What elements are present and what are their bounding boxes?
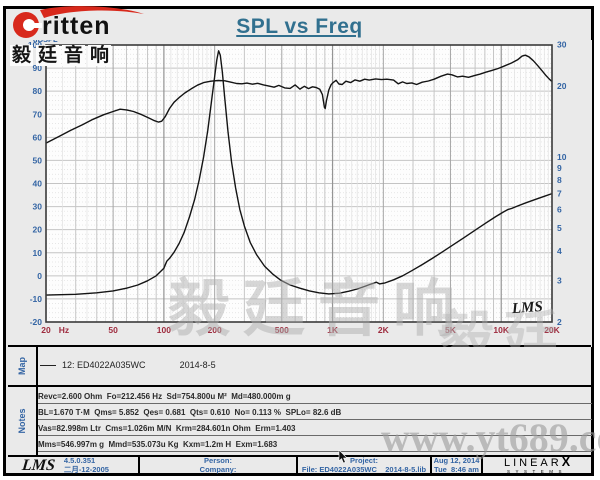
divider-notes-footer (8, 455, 591, 457)
svg-text:8: 8 (557, 175, 562, 185)
svg-text:6: 6 (557, 204, 562, 214)
footer-date-cell: Aug 12, 2014 Tue 8:46 am (432, 457, 483, 474)
app-version-date: 二月-12-2005 (63, 464, 109, 474)
svg-text:2K: 2K (378, 325, 390, 335)
notes-line-2: BL=1.670 T·M Qms= 5.852 Qes= 0.681 Qts= … (38, 407, 592, 420)
status-bar: LMS 4.5.0.351 二月-12-2005 Person: Company… (8, 457, 591, 474)
legend-curve-label: 12: ED4022A035WC (62, 360, 146, 370)
svg-text:20: 20 (41, 325, 51, 335)
svg-text:9: 9 (557, 163, 562, 173)
app-version: 4.5.0.351 (63, 457, 96, 465)
spl-freq-chart: 1009080706050403020100-10-20dBSPL3020109… (8, 40, 592, 347)
svg-text:0: 0 (37, 271, 42, 281)
svg-text:50: 50 (33, 155, 43, 165)
divider-map-notes (8, 385, 591, 387)
svg-text:50: 50 (108, 325, 118, 335)
logo-cn-4: 响 (88, 45, 112, 66)
svg-text:5K: 5K (445, 325, 457, 335)
notes-line-3: Vas=82.998m Ltr Cms=1.026m M/N Krm=284.6… (38, 423, 592, 436)
title-bar: SPL vs Freq (8, 9, 591, 39)
legend-date: 2014-8-5 (179, 360, 216, 370)
svg-text:30: 30 (557, 40, 567, 49)
logo-chinese-text: 毅廷音响 (10, 40, 114, 67)
notes-label-column: Notes (8, 387, 38, 455)
chart-plot-svg: 1009080706050403020100-10-20dBSPL3020109… (28, 40, 567, 335)
svg-text:80: 80 (33, 86, 43, 96)
logo-cn-1: 毅 (10, 45, 34, 66)
person-label: Person: (204, 457, 232, 465)
map-legend: 12: ED4022A035WC 2014-8-5 (40, 355, 588, 375)
project-label: Project: (350, 457, 378, 465)
svg-text:2: 2 (557, 317, 562, 327)
linearx-systems-label: SYSTEMS (506, 469, 567, 474)
svg-text:20: 20 (557, 81, 567, 91)
svg-text:90: 90 (33, 63, 43, 73)
footer-version-cell: LMS 4.5.0.351 二月-12-2005 (8, 457, 140, 474)
svg-text:20: 20 (33, 225, 43, 235)
svg-text:4: 4 (557, 246, 562, 256)
notes-parameters: Revc=2.600 Ohm Fo=212.456 Hz Sd=754.800u… (38, 391, 592, 455)
logo-cn-3: 音 (62, 45, 86, 66)
svg-text:5: 5 (557, 223, 562, 233)
svg-text:60: 60 (33, 132, 43, 142)
logo-wordmark: ritten (42, 12, 111, 40)
brand-logo: ritten 毅廷音响 (8, 4, 158, 66)
lms-logo: LMS (21, 457, 56, 474)
svg-text:7: 7 (557, 189, 562, 199)
legend-line-swatch (40, 364, 56, 366)
notes-panel-label: Notes (17, 408, 27, 434)
svg-text:dBSPL: dBSPL (33, 40, 58, 44)
divider-chart-map (8, 345, 591, 347)
svg-text:10: 10 (33, 248, 43, 258)
footer-project-cell: Project: File: ED4022A035WC 2014-8-5.lib (298, 457, 432, 474)
watermark-website: www.yt689.com (381, 415, 600, 460)
svg-text:100: 100 (157, 325, 171, 335)
svg-text:500: 500 (275, 325, 289, 335)
svg-text:10K: 10K (493, 325, 509, 335)
logo-swoosh-icon (13, 6, 144, 38)
svg-text:10: 10 (557, 152, 567, 162)
page-title: SPL vs Freq (236, 15, 363, 38)
svg-text:-10: -10 (30, 294, 43, 304)
svg-text:30: 30 (33, 202, 43, 212)
notes-line-4: Mms=546.997m g Mmd=535.073u Kg Kxm=1.2m … (38, 439, 592, 452)
svg-text:70: 70 (33, 109, 43, 119)
company-label: Company: (199, 464, 237, 474)
svg-text:1K: 1K (327, 325, 339, 335)
svg-text:-20: -20 (30, 317, 43, 327)
svg-text:3: 3 (557, 275, 562, 285)
lms-plot-watermark: LMS (511, 298, 544, 318)
mouse-cursor-icon (338, 450, 348, 464)
svg-text:Hz: Hz (59, 325, 69, 335)
footer-time: Tue 8:46 am (434, 464, 479, 474)
svg-text:Ohm: Ohm (538, 40, 558, 42)
map-panel-label: Map (17, 357, 27, 375)
svg-text:100: 100 (28, 40, 42, 50)
linearx-logo: LINEARX (503, 457, 571, 469)
logo-cn-2: 廷 (36, 45, 60, 66)
project-file: File: ED4022A035WC 2014-8-5.lib (301, 464, 427, 474)
footer-date: Aug 12, 2014 (433, 457, 480, 465)
svg-text:20K: 20K (544, 325, 560, 335)
svg-text:40: 40 (33, 179, 43, 189)
map-label-column: Map (8, 347, 38, 385)
footer-brand-cell: LINEARX SYSTEMS (483, 457, 591, 474)
footer-person-cell: Person: Company: (140, 457, 298, 474)
notes-line-1: Revc=2.600 Ohm Fo=212.456 Hz Sd=754.800u… (38, 391, 592, 404)
svg-text:200: 200 (208, 325, 222, 335)
